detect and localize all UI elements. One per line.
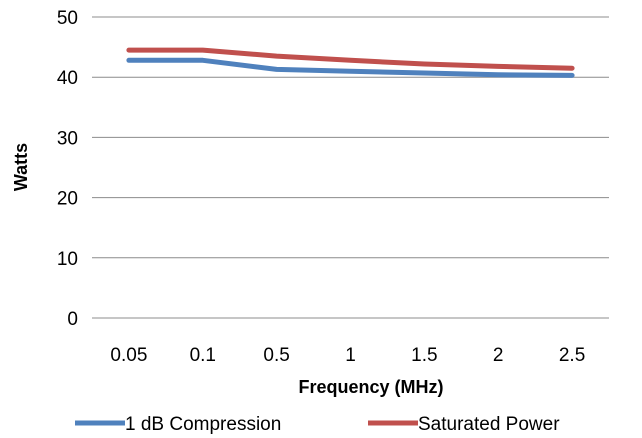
series-line-1 xyxy=(126,47,575,71)
y-axis-title: Watts xyxy=(11,143,31,191)
series-line-0 xyxy=(126,57,575,78)
legend-label: Saturated Power xyxy=(418,414,560,435)
y-tick-labels: 0 10 20 30 40 50 xyxy=(57,8,78,330)
x-tick-label: 2.5 xyxy=(559,345,585,366)
y-tick-label: 10 xyxy=(57,249,78,270)
legend-label: 1 dB Compression xyxy=(125,414,281,435)
x-tick-label: 0.5 xyxy=(263,345,289,366)
legend: 1 dB Compression Saturated Power xyxy=(75,414,560,435)
y-tick-label: 50 xyxy=(57,8,78,29)
series-lines xyxy=(126,47,575,78)
y-tick-label: 0 xyxy=(67,309,78,330)
x-axis-title: Frequency (MHz) xyxy=(298,377,443,397)
x-tick-labels: 0.05 0.1 0.5 1 1.5 2 2.5 xyxy=(110,345,585,366)
y-tick-label: 20 xyxy=(57,189,78,210)
x-tick-label: 2 xyxy=(493,345,504,366)
x-tick-label: 1 xyxy=(345,345,356,366)
x-tick-label: 0.05 xyxy=(110,345,147,366)
y-tick-label: 40 xyxy=(57,68,78,89)
x-tick-label: 0.1 xyxy=(190,345,216,366)
y-tick-label: 30 xyxy=(57,128,78,149)
gridlines xyxy=(92,16,609,319)
x-tick-label: 1.5 xyxy=(411,345,437,366)
